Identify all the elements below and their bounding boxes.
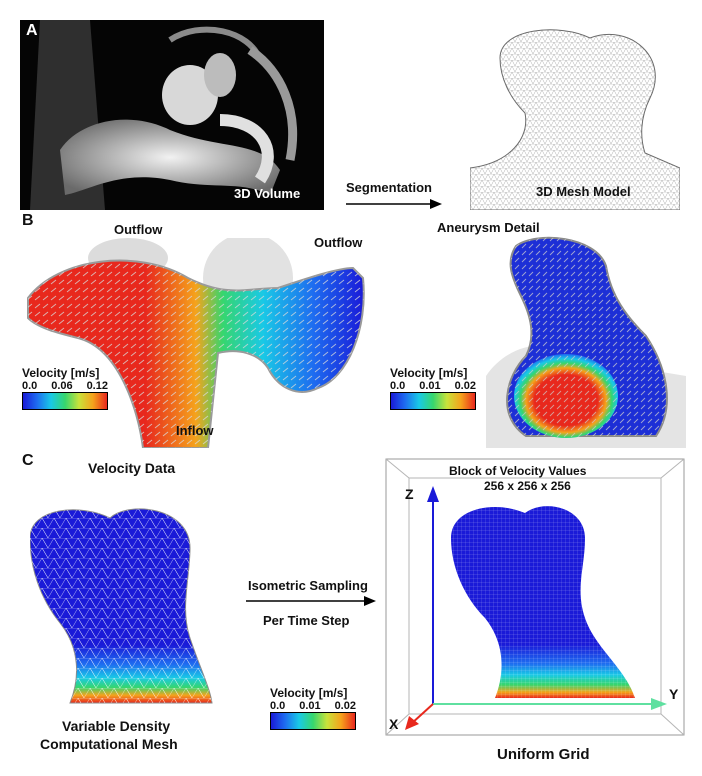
z-axis-arrowhead <box>427 486 439 502</box>
panel-b-letter: B <box>22 212 34 229</box>
axis-y-label: Y <box>669 686 679 702</box>
per-time-step-label: Per Time Step <box>263 613 350 628</box>
isometric-sampling-label: Isometric Sampling <box>248 578 368 593</box>
y-axis-arrowhead <box>651 698 667 710</box>
outflow-right-label: Outflow <box>314 235 363 250</box>
colorbar-left-gradient <box>22 392 108 410</box>
mesh-caption-line1: Variable Density <box>62 718 171 734</box>
colorbar-c-ticks: 0.0 0.01 0.02 <box>270 700 356 712</box>
colorbar-c: Velocity [m/s] 0.0 0.01 0.02 <box>270 686 356 730</box>
colorbar-c-tick-1: 0.01 <box>299 700 321 712</box>
uniform-grid-caption: Uniform Grid <box>497 746 590 763</box>
colorbar-c-title: Velocity [m/s] <box>270 686 348 700</box>
velocity-data-label: Velocity Data <box>88 460 176 476</box>
angiography-volume-render <box>20 20 324 210</box>
colorbar-left-tick-0: 0.0 <box>22 380 38 392</box>
computational-mesh-shape <box>30 508 213 704</box>
colorbar-right-gradient <box>390 392 476 410</box>
colorbar-left: Velocity [m/s] 0.0 0.06 0.12 <box>22 366 108 410</box>
panel-a-volume-image: A 3D Volume <box>20 20 324 210</box>
axis-x-label: X <box>389 716 399 732</box>
colorbar-c-tick-0: 0.0 <box>270 700 286 712</box>
inflow-label: Inflow <box>176 423 214 438</box>
colorbar-right-tick-1: 0.01 <box>419 380 441 392</box>
colorbar-right-title: Velocity [m/s] <box>390 366 468 380</box>
colorbar-left-tick-1: 0.06 <box>51 380 73 392</box>
segmentation-arrow <box>346 199 442 209</box>
block-title-line2: 256 x 256 x 256 <box>484 479 571 493</box>
volume-label: 3D Volume <box>234 186 301 201</box>
panel-a-letter: A <box>26 22 38 39</box>
mesh-model-label: 3D Mesh Model <box>536 184 631 199</box>
colorbar-c-tick-2: 0.02 <box>334 700 356 712</box>
outflow-left-label: Outflow <box>114 222 163 237</box>
colorbar-c-gradient <box>270 712 356 730</box>
colorbar-right-ticks: 0.0 0.01 0.02 <box>390 380 476 392</box>
aneurysm-detail-field <box>486 236 686 448</box>
aneurysm-detail-title: Aneurysm Detail <box>437 220 540 235</box>
axis-z-label: Z <box>405 486 414 502</box>
mesh-caption-line2: Computational Mesh <box>40 736 178 752</box>
x-axis-arrowhead <box>405 716 419 730</box>
colorbar-right: Velocity [m/s] 0.0 0.01 0.02 <box>390 366 476 410</box>
block-title-line1: Block of Velocity Values <box>449 464 587 478</box>
vessel-velocity-field <box>27 238 365 448</box>
colorbar-right-tick-2: 0.02 <box>454 380 476 392</box>
grid-box-frame <box>385 458 685 736</box>
colorbar-left-ticks: 0.0 0.06 0.12 <box>22 380 108 392</box>
segmentation-label: Segmentation <box>346 180 432 195</box>
colorbar-left-title: Velocity [m/s] <box>22 366 100 380</box>
colorbar-right-tick-0: 0.0 <box>390 380 406 392</box>
colorbar-left-tick-2: 0.12 <box>86 380 108 392</box>
sampling-arrow <box>246 596 376 606</box>
uniform-grid-box: Block of Velocity Values 256 x 256 x 256… <box>385 458 685 736</box>
aneurysm-mesh-wireframe <box>470 29 680 210</box>
panel-c-letter: C <box>22 452 34 469</box>
mesh-model-image: 3D Mesh Model <box>470 18 680 210</box>
